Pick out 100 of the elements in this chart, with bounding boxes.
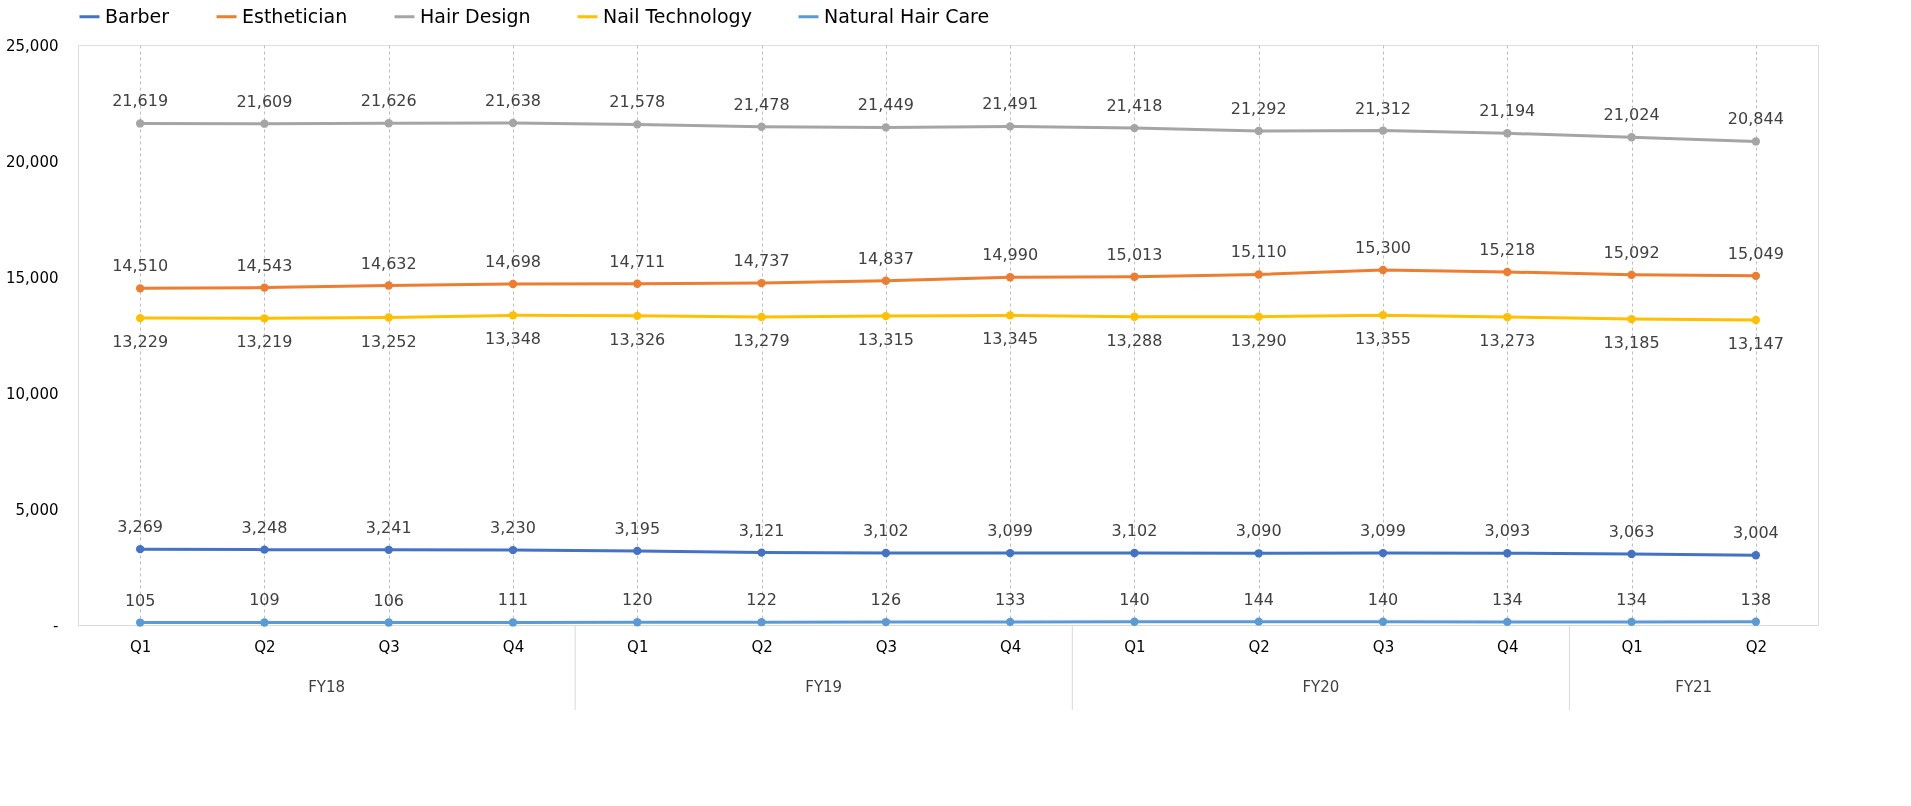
text: FY21 [1675,678,1713,696]
data-label: 14,543 [236,255,293,275]
x-tick-label: Q4 [502,637,525,656]
data-label: 134 [1616,589,1647,609]
point [260,618,269,627]
point [1130,312,1139,321]
point [135,313,145,323]
point [1130,617,1139,626]
data-label: 111 [497,590,529,610]
point [881,276,891,285]
point [1254,312,1263,321]
data-label: 21,491 [982,94,1039,114]
point [384,618,393,627]
point [1130,548,1139,558]
x-tick-label: Q3 [875,637,898,656]
point [1627,617,1636,627]
data-label: 21,626 [360,91,417,111]
data-label: 3,090 [1235,521,1282,541]
data-label: 3,004 [1732,523,1779,543]
data-label: 14,711 [609,251,666,271]
point [1378,617,1388,626]
data-label: 3,195 [614,518,661,538]
point [881,123,891,132]
data-label: 21,619 [112,91,169,111]
data-label: 13,219 [236,332,293,352]
data-label: 13,229 [112,332,169,352]
x-tick-label: Q4 [1497,637,1519,656]
data-label: 21,638 [485,91,541,110]
point [757,548,766,557]
data-label: 20,844 [1727,109,1784,129]
point [1627,270,1636,280]
point [508,279,518,289]
data-label: 13,185 [1603,333,1660,353]
data-label: 3,099 [987,521,1034,541]
point [135,284,145,293]
data-label: 13,252 [360,331,417,351]
data-label: 14,837 [857,248,914,268]
point [384,545,393,554]
data-label: 21,292 [1230,99,1287,119]
data-label: 15,300 [1355,238,1411,258]
data-label: 3,093 [1484,521,1531,541]
text: FY20 [1302,678,1340,696]
point [1130,272,1139,281]
data-label: 15,092 [1603,242,1660,262]
point [633,546,642,556]
point [508,618,518,627]
point [260,545,269,554]
point [1005,617,1015,627]
point [1503,267,1512,277]
point [384,119,393,128]
data-label: 106 [373,590,404,610]
data-label: 13,290 [1230,330,1287,350]
data-label: 13,355 [1355,329,1411,349]
point [757,278,766,288]
data-label: 15,013 [1106,244,1163,264]
text: FY18 [308,678,346,696]
data-label: 13,348 [485,329,541,349]
y-tick-label: 5,000 [15,500,59,519]
point [1751,315,1761,325]
point [1751,137,1761,146]
point [881,617,891,627]
point [1005,311,1015,320]
y-tick-label: 15,000 [6,268,59,287]
data-label: 14,632 [360,253,417,273]
x-tick-label: Q2 [1745,637,1768,656]
data-label: 13,345 [982,329,1039,349]
data-label: 105 [124,590,156,610]
point [1005,548,1015,558]
data-label: 122 [746,590,777,610]
point [384,281,393,290]
data-label: 21,478 [733,94,790,114]
data-label: 3,248 [241,517,288,537]
point [1503,312,1512,322]
data-label: 13,147 [1727,333,1784,353]
point [1130,123,1139,133]
point [757,617,766,627]
data-label: 21,449 [857,95,914,115]
data-label: 14,510 [112,256,169,276]
y-tick-label: 20,000 [6,152,59,171]
point [1503,129,1512,138]
x-tick-label: Q3 [1372,637,1395,656]
data-label: 14,698 [485,252,541,272]
point [135,119,145,128]
data-label: 140 [1119,589,1150,609]
legend-label: Esthetician [242,4,348,27]
x-tick-label: Q3 [378,637,400,656]
data-label: 140 [1367,589,1399,609]
data-label: 3,241 [365,517,412,537]
x-tick-label: Q1 [129,637,152,656]
point [1378,126,1388,135]
point [260,119,269,128]
point [1378,310,1388,320]
data-label: 13,288 [1106,330,1163,350]
legend-label: Barber [105,4,170,27]
point [508,118,518,128]
y-tick-label: - [53,616,59,635]
data-label: 3,121 [738,520,785,540]
point [1503,549,1512,558]
data-label: 13,273 [1479,331,1536,351]
data-label: 13,315 [857,330,914,350]
